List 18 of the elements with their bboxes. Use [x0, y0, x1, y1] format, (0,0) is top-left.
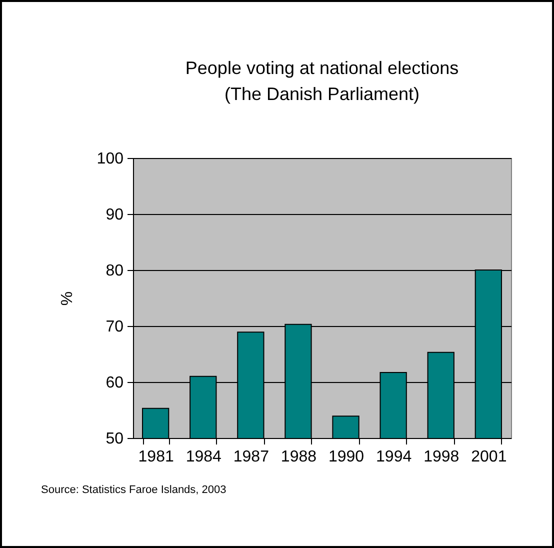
x-tick-label: 1990 — [328, 448, 364, 466]
y-tick-label: 70 — [106, 318, 124, 336]
y-axis-title: % — [58, 291, 76, 306]
x-tick-label: 2001 — [471, 448, 507, 466]
chart-title: People voting at national elections — [185, 58, 459, 78]
x-tick-label: 1987 — [233, 448, 270, 466]
x-tick-label: 1988 — [280, 448, 317, 466]
y-tick-label: 80 — [106, 262, 124, 280]
chart-subtitle: (The Danish Parliament) — [224, 84, 420, 104]
x-tick-label: 1998 — [424, 448, 460, 466]
y-tick-label: 60 — [106, 374, 124, 392]
x-tick-label: 1994 — [376, 448, 412, 466]
y-tick-label: 90 — [106, 206, 124, 224]
x-tick-label: 1984 — [186, 448, 222, 466]
source-note: Source: Statistics Faroe Islands, 2003 — [41, 484, 226, 496]
y-tick-label: 50 — [106, 430, 124, 448]
y-tick-label: 100 — [96, 150, 124, 168]
x-tick-label: 1981 — [138, 448, 174, 466]
